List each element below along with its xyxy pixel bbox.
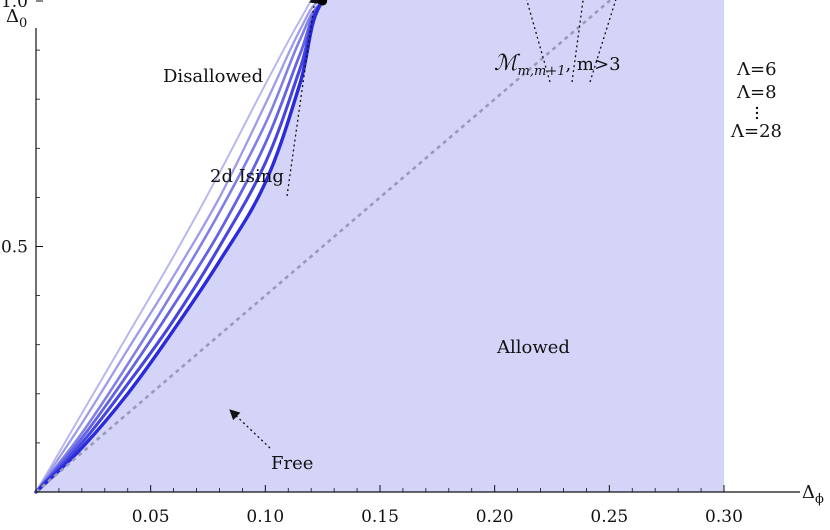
- bound-curves-layer: [34, 0, 613, 494]
- free-theory-line: [35, 0, 613, 493]
- points-layer: [318, 0, 328, 6]
- minimal-models-label: ℳm,m+1, m>3: [494, 51, 621, 79]
- y-axis-title: Δ0: [6, 6, 27, 31]
- x-axis-title: Δϕ: [802, 482, 824, 507]
- bound-curve-4: [34, 0, 326, 494]
- x-tick-label: 0.05: [132, 507, 170, 527]
- mm-arrow-3: [589, 0, 617, 83]
- x-tick-label: 0.25: [590, 507, 628, 527]
- x-tick-label: 0.30: [705, 507, 743, 527]
- annotations-layer: Disallowed Allowed 2d Ising Free Λ=6Λ=8 Λ=28 ℳ…: [163, 0, 782, 474]
- x-tick-label: 0.10: [246, 507, 284, 527]
- allowed-region: [36, 0, 724, 492]
- lambda-8-label: Λ=8: [736, 82, 777, 103]
- data-point-1: [318, 0, 328, 6]
- y-tick-label: 0.5: [1, 238, 28, 258]
- y-tick-label: 1.0: [1, 0, 28, 12]
- free-arrow: [229, 409, 271, 449]
- lambda-6-label: Λ=6: [736, 59, 777, 80]
- free-label: Free: [271, 453, 313, 474]
- ellipsis-dot: [755, 106, 759, 110]
- ellipsis-dot: [755, 111, 759, 115]
- allowed-label: Allowed: [496, 337, 570, 358]
- ellipsis-dot: [755, 116, 759, 120]
- allowed-region-layer: [36, 0, 724, 492]
- x-tick-label: 0.20: [476, 507, 514, 527]
- bound-curve-2: [34, 0, 321, 494]
- bound-curve-5: [34, 0, 326, 494]
- ising-arrow: [286, 0, 320, 197]
- disallowed-label: Disallowed: [163, 66, 263, 87]
- bound-curve-3: [34, 0, 326, 494]
- ising-label: 2d Ising: [210, 166, 284, 187]
- bound-curve-1: [35, 0, 313, 493]
- x-tick-label: 0.15: [361, 507, 399, 527]
- lambda-28-label: Λ=28: [730, 121, 782, 142]
- bound-curve-6: [34, 0, 326, 494]
